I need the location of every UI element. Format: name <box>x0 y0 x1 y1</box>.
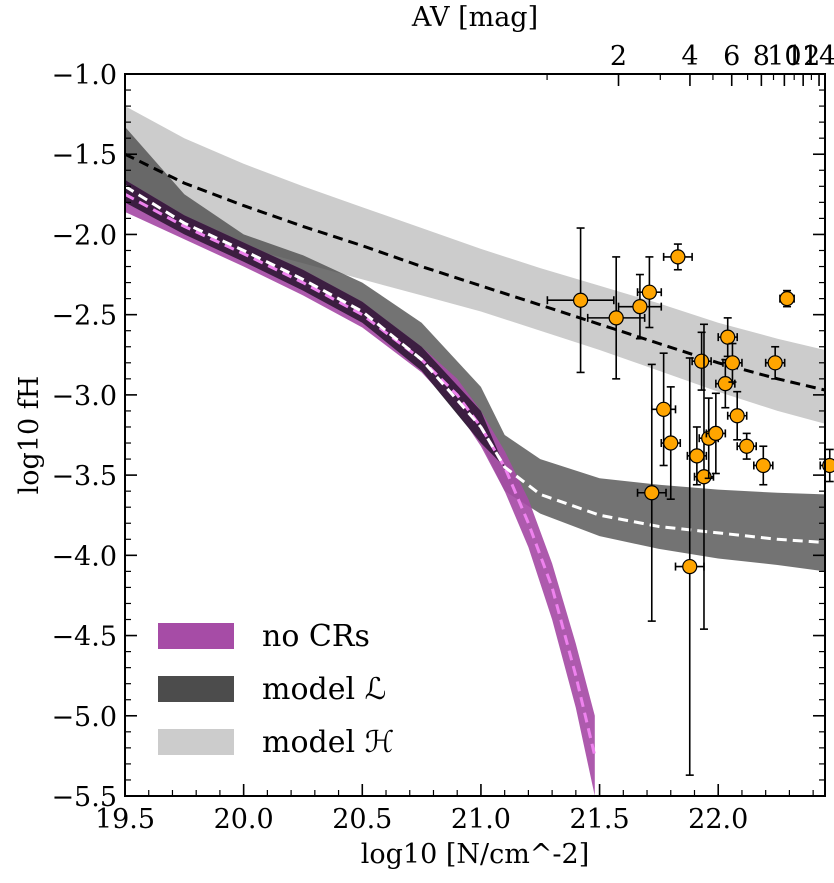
data-marker <box>572 292 589 308</box>
data-point <box>636 363 667 622</box>
data-point <box>726 390 748 441</box>
data-point <box>722 342 743 383</box>
y-tick-label: −1.0 <box>51 60 117 91</box>
legend: no CRs model ℒ model ℋ <box>158 619 394 760</box>
data-marker <box>729 408 745 424</box>
x-tick-label: 21.0 <box>451 804 511 835</box>
data-marker <box>641 284 658 300</box>
x2-tick-label: 4 <box>681 41 698 72</box>
y-tick-label: −3.5 <box>51 461 117 492</box>
data-point <box>546 227 615 374</box>
data-marker <box>767 355 783 371</box>
x2-tick-label: 10 <box>767 41 801 72</box>
data-marker <box>708 425 724 441</box>
data-point <box>715 358 736 409</box>
data-marker <box>689 448 705 464</box>
model-bands <box>125 106 825 796</box>
y-tick-label: −2.5 <box>51 301 117 332</box>
x2-tick-label: 14 <box>802 41 834 72</box>
band-2 <box>125 106 825 424</box>
data-point <box>779 289 795 308</box>
data-point <box>753 445 774 486</box>
x2-tick-label: 2 <box>610 41 627 72</box>
data-marker <box>682 558 698 575</box>
data-point <box>764 345 786 380</box>
data-marker <box>720 329 736 345</box>
model-median-lines <box>125 152 825 757</box>
y-tick-label: −5.0 <box>51 702 117 733</box>
data-point <box>819 448 834 483</box>
data-marker <box>724 355 741 371</box>
band-overlap <box>125 179 505 468</box>
data-marker <box>632 299 648 315</box>
x-tick-label: 20.0 <box>214 804 274 835</box>
axis-ticks: 19.5 20.0 20.5 21.0 21.5 22.0 −1.0 −1.5 −2.0 −2.5… <box>51 41 834 835</box>
band-1 <box>125 126 825 572</box>
data-marker <box>663 435 679 451</box>
legend-label-model-h: model ℋ <box>262 725 394 760</box>
data-point <box>674 357 705 776</box>
data-point <box>736 432 757 460</box>
data-marker <box>694 353 710 369</box>
legend-swatch-model-h <box>158 729 234 755</box>
x2-tick-label: 8 <box>753 41 770 72</box>
y-tick-label: −5.5 <box>51 782 117 813</box>
data-marker <box>608 310 624 326</box>
data-point <box>586 256 646 380</box>
top-axis-title: AV [mag] <box>411 2 538 33</box>
data-marker <box>779 291 795 307</box>
data-point <box>662 243 693 271</box>
data-marker <box>670 249 686 265</box>
x-tick-label: 19.5 <box>95 804 155 835</box>
median-line-0 <box>125 192 597 757</box>
median-line-2 <box>125 152 825 392</box>
data-point <box>617 273 663 340</box>
legend-label-no-crs: no CRs <box>262 619 370 654</box>
x-tick-label: 20.5 <box>332 804 392 835</box>
data-marker <box>717 376 733 392</box>
x2-tick-label: 12 <box>786 41 820 72</box>
data-point <box>705 392 727 475</box>
x2-tick-label: 6 <box>723 41 740 72</box>
legend-swatch-model-l <box>158 676 234 702</box>
y-tick-label: −3.0 <box>51 381 117 412</box>
data-marker <box>755 457 771 474</box>
legend-label-model-l: model ℒ <box>262 672 386 707</box>
plot-frame <box>124 73 826 797</box>
y-tick-label: −4.0 <box>51 541 117 572</box>
data-point <box>660 386 682 500</box>
legend-swatch-no-crs <box>158 623 234 649</box>
y-tick-label: −4.5 <box>51 622 117 653</box>
x-tick-label: 21.5 <box>570 804 630 835</box>
data-marker <box>739 438 755 454</box>
data-marker <box>644 485 660 501</box>
y-tick-label: −2.0 <box>51 220 117 251</box>
observation-points <box>546 227 834 776</box>
data-marker <box>656 401 672 417</box>
x-axis-title: log10 [N/cm^-2] <box>361 839 590 870</box>
y-axis-title: log10 fH <box>14 376 45 495</box>
median-line-1 <box>125 185 825 544</box>
data-point <box>636 256 663 329</box>
x-tick-label: 22.0 <box>688 804 748 835</box>
y-tick-label: −1.5 <box>51 140 117 171</box>
